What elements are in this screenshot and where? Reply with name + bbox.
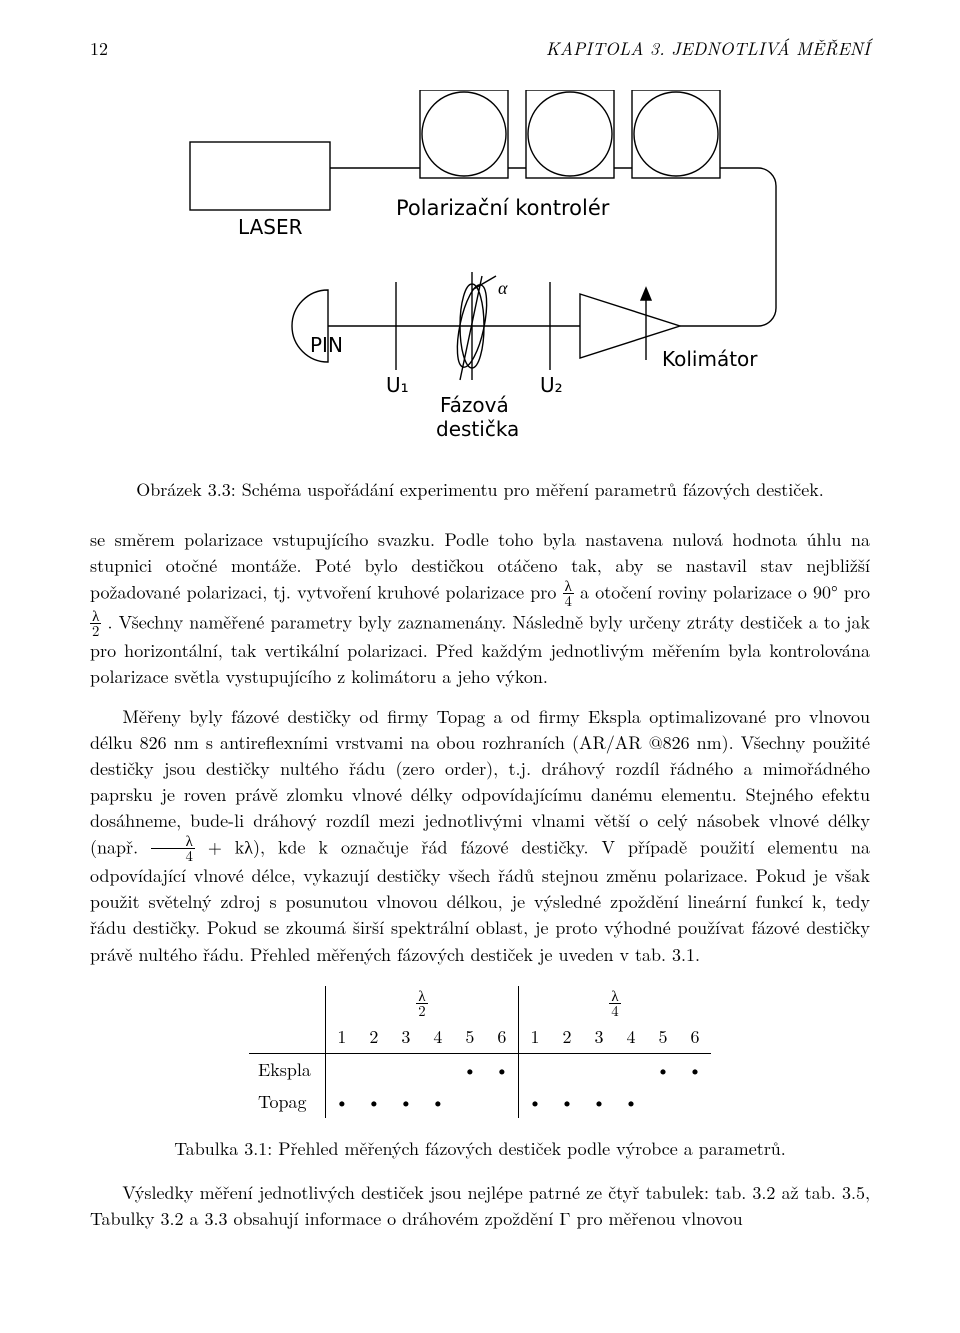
colnum: 3: [583, 1021, 615, 1054]
label-alpha: α: [498, 278, 508, 298]
colnum: 1: [325, 1021, 358, 1054]
table-cell: [390, 1053, 422, 1086]
table-cell: •: [390, 1086, 422, 1118]
paragraph-2: Měřeny byly fázové destičky od firmy Top…: [90, 704, 870, 968]
fraction-lambda-4-inline-1: λ 4: [563, 579, 574, 608]
running-header: 12 KAPITOLA 3. JEDNOTLIVÁ MĚŘENÍ: [90, 36, 870, 62]
label-pin: PIN: [310, 333, 343, 357]
table-cell: •: [358, 1086, 390, 1118]
table-cell: [486, 1086, 519, 1118]
table-3-1: λ 2 λ 4 1 2 3 4 5 6 1: [90, 986, 870, 1118]
label-u2: U₂: [540, 373, 563, 397]
table-cell: [615, 1053, 647, 1086]
row-label: Topag: [249, 1086, 325, 1118]
colnum: 2: [358, 1021, 390, 1054]
table-cell: •: [325, 1086, 358, 1118]
colnum: 4: [422, 1021, 454, 1054]
table-cell: [358, 1053, 390, 1086]
table-cell: [454, 1086, 486, 1118]
table-cell: [679, 1086, 711, 1118]
label-collimator: Kolimátor: [662, 347, 758, 371]
colnum: 4: [615, 1021, 647, 1054]
figure-3-3: LASER Polarizační kontrolér PIN U₁ U₂ α …: [90, 90, 870, 457]
table-cell: •: [679, 1053, 711, 1086]
label-phase-plate-2: destička: [436, 417, 519, 441]
table-cell: [647, 1086, 679, 1118]
colnum: 2: [551, 1021, 583, 1054]
table-cell: •: [486, 1053, 519, 1086]
fraction-lambda-4-inline-2: λ 4: [151, 834, 195, 863]
row-label: Ekspla: [249, 1053, 325, 1086]
p1-part-c: . Všechny naměřené parametry byly zaznam…: [90, 609, 870, 688]
table-cell: [518, 1053, 551, 1086]
table-caption: Tabulka 3.1: Přehled měřených fázových d…: [90, 1136, 870, 1162]
table-head-lambda-4: λ 4: [609, 989, 620, 1018]
colnum: 3: [390, 1021, 422, 1054]
paragraph-3: Výsledky měření jednotlivých destiček js…: [90, 1180, 870, 1232]
table-head-lambda-2: λ 2: [416, 989, 427, 1018]
label-phase-plate-1: Fázová: [440, 393, 509, 417]
label-laser: LASER: [238, 215, 303, 239]
table-cell: •: [454, 1053, 486, 1086]
label-polarization-controller: Polarizační kontrolér: [396, 196, 610, 220]
figure-caption: Obrázek 3.3: Schéma uspořádání experimen…: [90, 477, 870, 503]
p1-part-b: a otočení roviny polarizace o 90° pro: [580, 580, 870, 605]
fraction-lambda-2-inline-1: λ 2: [90, 609, 101, 638]
running-title: KAPITOLA 3. JEDNOTLIVÁ MĚŘENÍ: [546, 36, 870, 62]
label-u1: U₁: [386, 373, 409, 397]
table-cell: •: [518, 1086, 551, 1118]
table-cell: •: [422, 1086, 454, 1118]
colnum: 6: [486, 1021, 519, 1054]
table-cell: [325, 1053, 358, 1086]
page-number: 12: [90, 36, 108, 62]
colnum: 6: [679, 1021, 711, 1054]
table-cell: •: [583, 1086, 615, 1118]
table-cell: [551, 1053, 583, 1086]
figure-svg: LASER Polarizační kontrolér PIN U₁ U₂ α …: [160, 90, 800, 450]
p2-part-b: + kλ), kde k označuje řád fázové destičk…: [90, 835, 870, 967]
colnum: 5: [647, 1021, 679, 1054]
table-cell: [583, 1053, 615, 1086]
colnum: 5: [454, 1021, 486, 1054]
colnum: 1: [518, 1021, 551, 1054]
table-cell: •: [615, 1086, 647, 1118]
table-cell: [422, 1053, 454, 1086]
table-cell: •: [647, 1053, 679, 1086]
paragraph-1: se směrem polarizace vstupujícího svazku…: [90, 527, 870, 689]
table-cell: •: [551, 1086, 583, 1118]
